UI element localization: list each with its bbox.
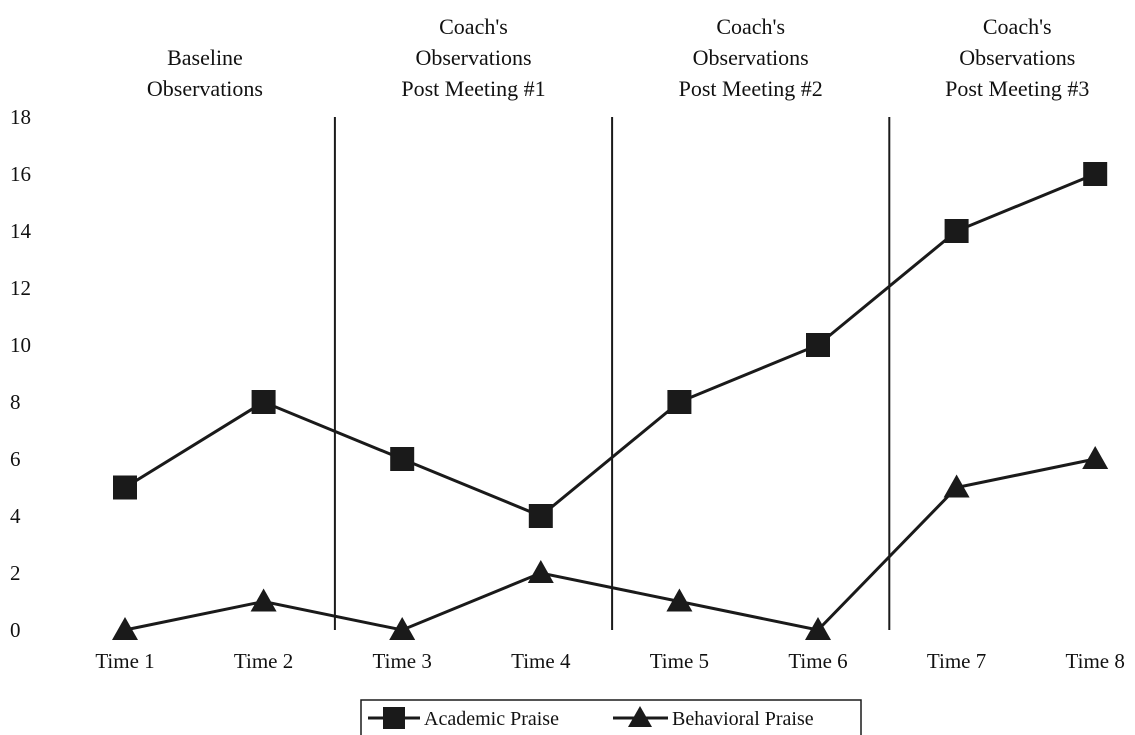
- y-tick-label-10: 10: [10, 333, 31, 357]
- phase-label-4-line-2: Observations: [959, 45, 1075, 70]
- y-tick-label-8: 8: [10, 390, 21, 414]
- phase-label-2-line-3: Post Meeting #1: [401, 76, 545, 101]
- legend-marker-behavioral: [628, 706, 652, 727]
- point-series-2-time-5: [666, 588, 693, 612]
- y-tick-label-0: 0: [10, 618, 21, 642]
- legend-marker-academic: [383, 707, 405, 729]
- point-series-1-time-2: [251, 390, 276, 414]
- x-tick-label-6: Time 6: [788, 649, 847, 673]
- point-series-1-time-3: [390, 447, 415, 471]
- point-series-1-time-6: [806, 333, 830, 357]
- x-tick-label-2: Time 2: [234, 649, 293, 673]
- phase-label-4-line-1: Coach's: [983, 14, 1052, 39]
- phase-label-3-line-3: Post Meeting #2: [679, 76, 823, 101]
- point-series-2-time-8: [1082, 446, 1109, 469]
- phase-label-1-line-2: Observations: [147, 76, 263, 101]
- point-series-1-time-1: [113, 475, 137, 500]
- point-series-2-time-7: [943, 474, 970, 498]
- legend-label-academic: Academic Praise: [424, 708, 559, 730]
- y-tick-label-14: 14: [10, 219, 32, 243]
- point-series-2-time-4: [527, 560, 554, 583]
- legend-label-behavioral: Behavioral Praise: [672, 708, 814, 730]
- point-series-1-time-4: [528, 504, 553, 528]
- phase-label-2-line-2: Observations: [415, 45, 531, 70]
- phase-label-3-line-2: Observations: [693, 45, 809, 70]
- y-tick-label-12: 12: [10, 276, 31, 300]
- point-series-1-time-7: [944, 219, 969, 243]
- series-line-2: [124, 457, 1096, 632]
- point-series-1-time-5: [667, 390, 692, 414]
- point-series-2-time-6: [805, 617, 831, 640]
- x-tick-label-3: Time 3: [373, 649, 432, 673]
- series-line-1: [124, 172, 1096, 518]
- point-series-1-time-8: [1083, 162, 1108, 186]
- x-tick-label-5: Time 5: [650, 649, 709, 673]
- legend-box: [360, 699, 862, 735]
- y-tick-label-4: 4: [10, 504, 21, 528]
- phase-label-2-line-1: Coach's: [439, 14, 508, 39]
- phase-label-3-line-1: Coach's: [716, 14, 785, 39]
- x-tick-label-7: Time 7: [927, 649, 986, 673]
- phase-label-4-line-3: Post Meeting #3: [945, 76, 1089, 101]
- point-series-2-time-1: [112, 617, 138, 640]
- y-tick-label-18: 18: [10, 105, 31, 129]
- x-tick-label-8: Time 8: [1066, 649, 1125, 673]
- point-series-2-time-2: [250, 588, 277, 612]
- y-tick-label-16: 16: [10, 162, 31, 186]
- y-tick-label-6: 6: [10, 447, 21, 471]
- x-tick-label-4: Time 4: [511, 649, 571, 673]
- point-series-2-time-3: [389, 617, 416, 640]
- phase-label-1-line-1: Baseline: [167, 45, 243, 70]
- x-tick-label-1: Time 1: [95, 649, 154, 673]
- y-tick-label-2: 2: [10, 561, 21, 585]
